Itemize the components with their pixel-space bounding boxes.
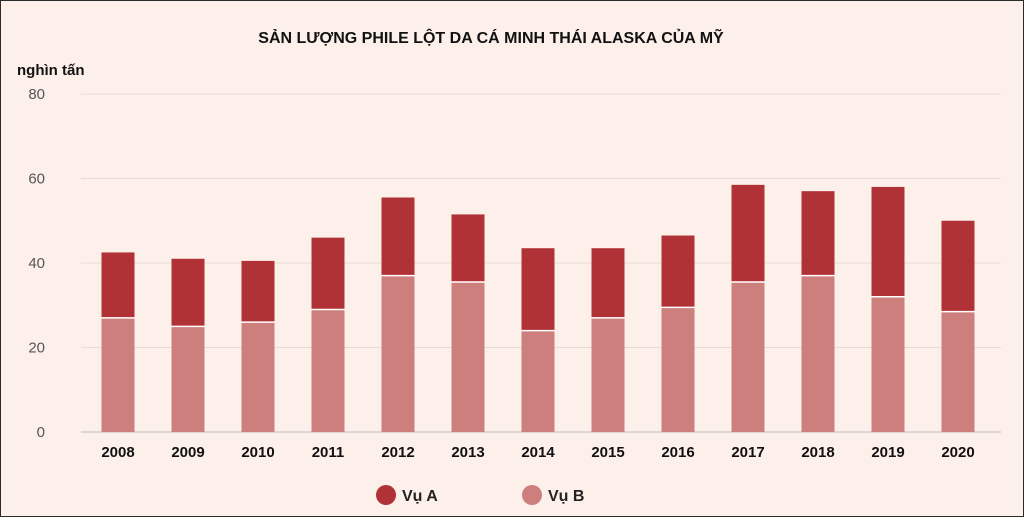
x-tick-label: 2012 <box>381 444 414 461</box>
bar-vu-a-2019 <box>871 186 905 297</box>
bars <box>101 184 975 432</box>
x-tick-label: 2009 <box>171 444 204 461</box>
y-axis-ticks: 0 20 40 60 80 <box>28 86 45 441</box>
y-tick-label: 0 <box>37 424 45 441</box>
legend-swatch-vu-a <box>376 485 396 505</box>
bar-vu-a-2013 <box>451 214 485 283</box>
legend: Vụ A Vụ B <box>376 485 584 505</box>
x-tick-label: 2008 <box>101 444 134 461</box>
y-tick-label: 40 <box>28 255 45 272</box>
bar-vu-b-2020 <box>941 311 975 432</box>
bar-vu-b-2018 <box>801 275 835 432</box>
bar-vu-b-2017 <box>731 282 765 432</box>
bar-vu-b-2010 <box>241 322 275 432</box>
legend-label-vu-a: Vụ A <box>402 488 438 505</box>
bar-vu-b-2012 <box>381 275 415 432</box>
x-tick-label: 2017 <box>731 444 764 461</box>
bar-vu-a-2012 <box>381 197 415 276</box>
x-axis-ticks: 2008 2009 2010 2011 2012 2013 2014 2015 2016 2017… <box>101 444 974 461</box>
bar-vu-b-2019 <box>871 296 905 432</box>
bar-vu-a-2008 <box>101 252 135 318</box>
bar-vu-b-2008 <box>101 317 135 432</box>
bar-vu-b-2009 <box>171 326 205 432</box>
bar-vu-a-2014 <box>521 248 555 331</box>
bar-vu-a-2020 <box>941 220 975 312</box>
x-tick-label: 2011 <box>312 444 345 461</box>
bar-vu-a-2010 <box>241 260 275 323</box>
bar-vu-a-2017 <box>731 184 765 283</box>
x-tick-label: 2015 <box>591 444 624 461</box>
x-tick-label: 2016 <box>661 444 694 461</box>
legend-swatch-vu-b <box>522 485 542 505</box>
x-tick-label: 2013 <box>451 444 484 461</box>
x-tick-label: 2018 <box>801 444 834 461</box>
x-tick-label: 2020 <box>941 444 974 461</box>
bar-vu-a-2016 <box>661 235 695 308</box>
x-tick-label: 2019 <box>871 444 904 461</box>
legend-label-vu-b: Vụ B <box>548 488 584 505</box>
bar-vu-b-2016 <box>661 307 695 432</box>
y-tick-label: 60 <box>28 171 45 188</box>
chart-title: SẢN LƯỢNG PHILE LỘT DA CÁ MINH THÁI ALAS… <box>258 27 724 47</box>
bar-vu-b-2014 <box>521 330 555 432</box>
bar-vu-a-2018 <box>801 191 835 276</box>
bar-vu-b-2011 <box>311 309 345 432</box>
bar-vu-b-2013 <box>451 282 485 432</box>
bar-vu-a-2011 <box>311 237 345 310</box>
y-axis-unit-label: nghìn tấn <box>17 62 85 79</box>
bar-vu-a-2009 <box>171 258 205 327</box>
y-tick-label: 80 <box>28 86 45 103</box>
x-tick-label: 2014 <box>521 444 555 461</box>
y-tick-label: 20 <box>28 340 45 357</box>
x-tick-label: 2010 <box>241 444 274 461</box>
bar-vu-b-2015 <box>591 317 625 432</box>
bar-vu-a-2015 <box>591 248 625 318</box>
